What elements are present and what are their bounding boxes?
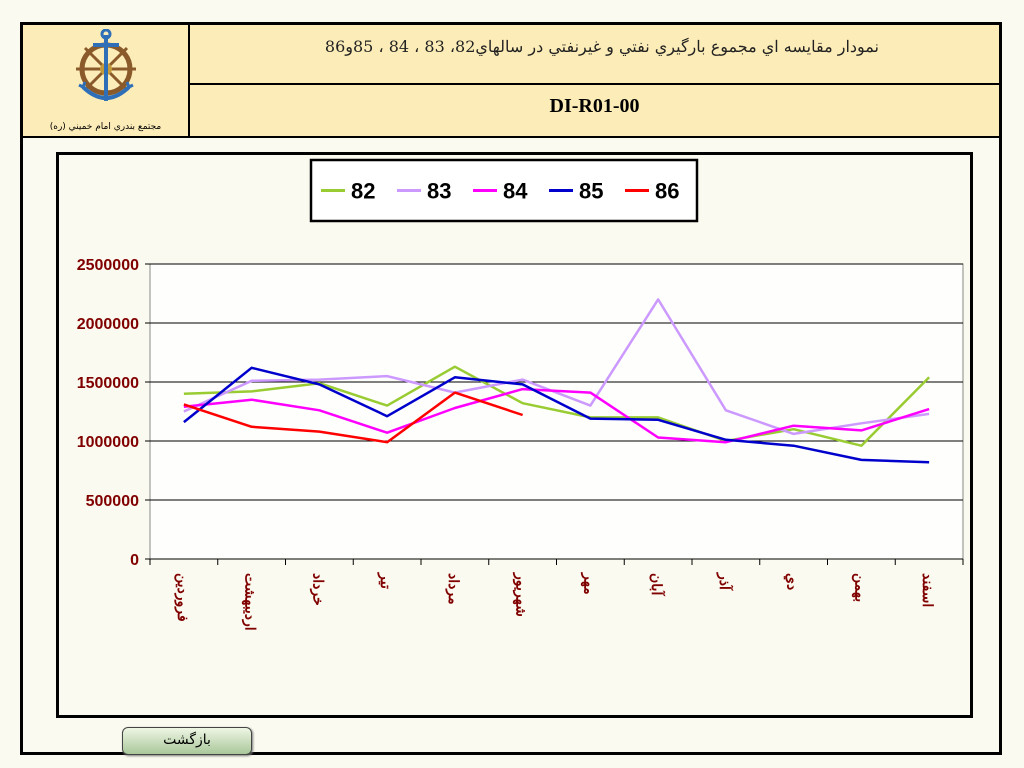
y-tick-label: 1500000 <box>77 375 139 392</box>
legend-label-82: 82 <box>351 179 375 204</box>
legend-label-83: 83 <box>427 179 451 204</box>
y-tick-label: 500000 <box>86 493 139 510</box>
series-line-84 <box>183 387 930 444</box>
x-tick-label: خرداد <box>309 573 326 606</box>
code-row: DI-R01-00 <box>190 85 999 136</box>
x-tick-label: تير <box>377 572 394 589</box>
x-tick-label: دي <box>784 573 801 590</box>
x-tick-label: فروردين <box>174 573 191 622</box>
title-row: نمودار مقايسه اي مجموع بارگيري نفتي و غي… <box>190 25 999 85</box>
legend-label-86: 86 <box>655 179 679 204</box>
x-tick-label: آبان <box>649 573 666 596</box>
x-tick-label: مرداد <box>445 573 462 605</box>
x-tick-label: شهريور <box>513 572 530 617</box>
x-tick-label: مهر <box>580 572 597 595</box>
document-code: DI-R01-00 <box>549 95 640 117</box>
anchor-logo <box>76 29 136 101</box>
series-line-86 <box>183 391 524 444</box>
y-tick-label: 1000000 <box>77 434 139 451</box>
x-tick-label: ارديبهشت <box>242 573 259 631</box>
x-tick-label: بهمن <box>851 573 868 602</box>
back-button[interactable]: بازگشت <box>122 727 252 755</box>
legend-label-85: 85 <box>579 179 603 204</box>
y-tick-label: 2000000 <box>77 316 139 333</box>
series-line-85 <box>183 366 930 464</box>
page-title: نمودار مقايسه اي مجموع بارگيري نفتي و غي… <box>324 37 879 56</box>
y-tick-label: 2500000 <box>77 257 139 274</box>
series-line-83 <box>183 298 930 436</box>
logo-cell: مجتمع بندري امام خميني (ره) <box>23 25 190 136</box>
y-tick-label: 0 <box>130 552 139 569</box>
chart-area: 0 500000 1000000 1500000 2000000 2500000 فرورد… <box>56 152 973 718</box>
x-tick-label: اسفند <box>920 573 936 607</box>
header: مجتمع بندري امام خميني (ره) نمودار مقايس… <box>23 25 999 138</box>
x-tick-label: آذر <box>716 572 734 591</box>
line-chart: 0 500000 1000000 1500000 2000000 2500000 فرورد… <box>77 158 964 631</box>
legend-label-84: 84 <box>503 179 528 204</box>
logo-caption: مجتمع بندري امام خميني (ره) <box>49 122 162 132</box>
